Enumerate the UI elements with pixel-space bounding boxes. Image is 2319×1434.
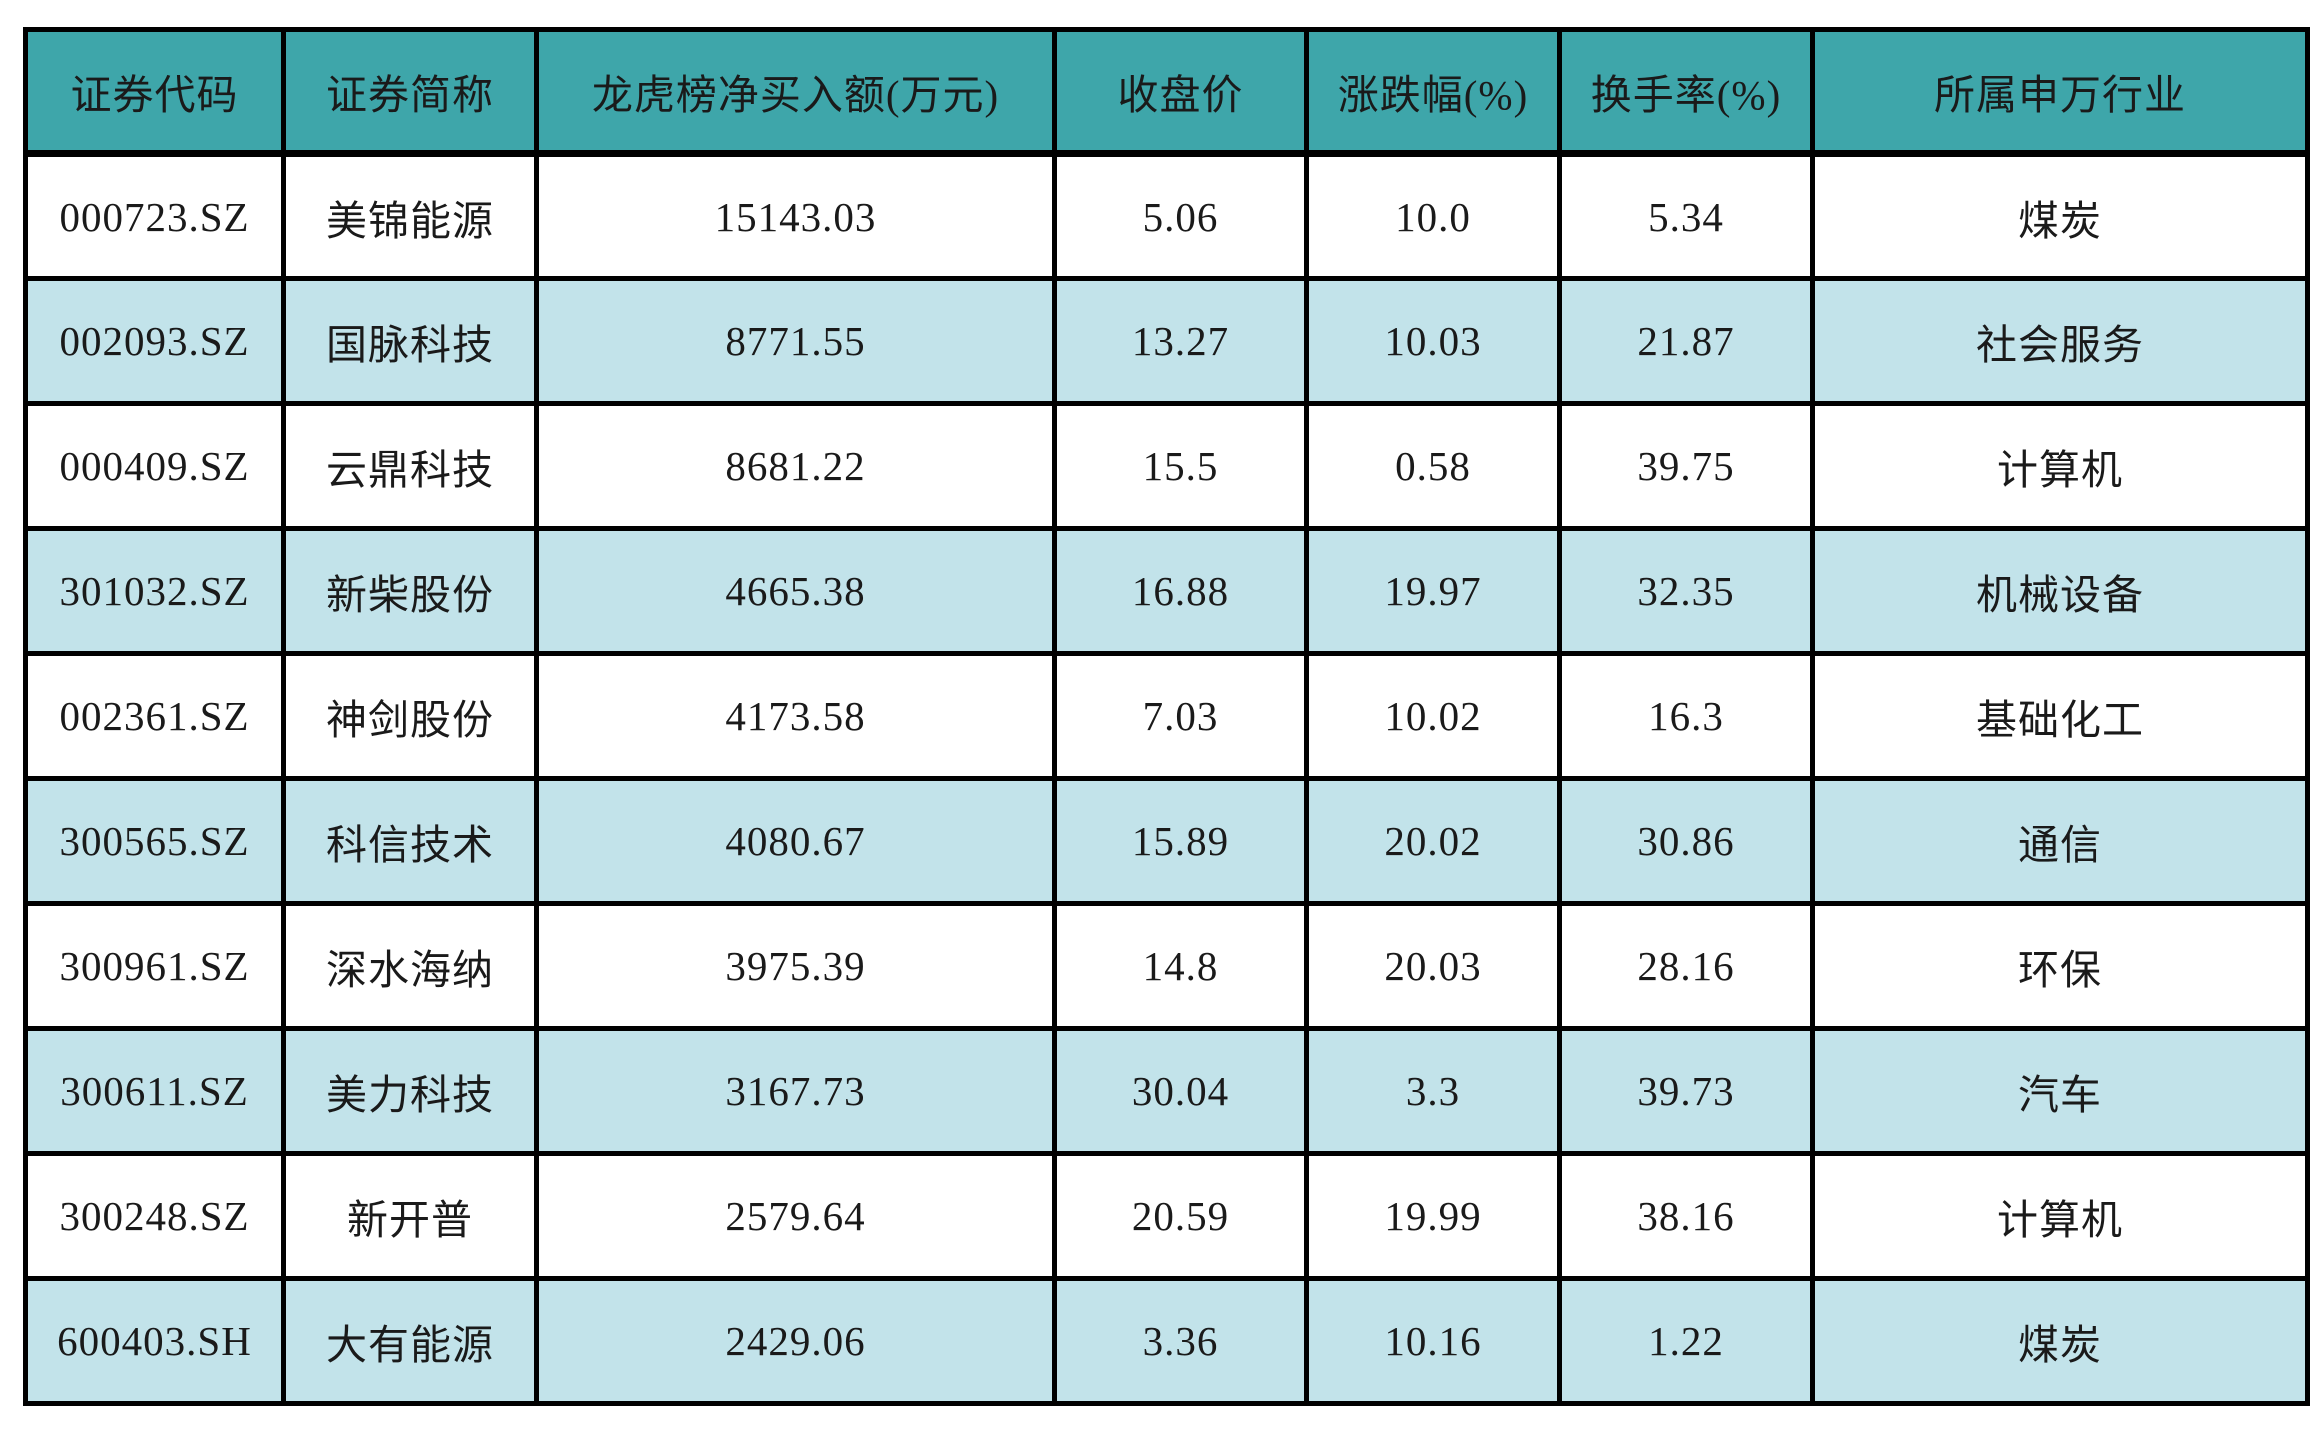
table-cell: 5.34 (1557, 151, 1815, 281)
table-cell: 煤炭 (1810, 1276, 2310, 1406)
table-cell: 10.02 (1304, 651, 1562, 781)
table-cell: 16.3 (1557, 651, 1815, 781)
table-cell: 30.04 (1052, 1026, 1309, 1156)
table-cell: 3975.39 (534, 901, 1057, 1031)
table-cell: 4173.58 (534, 651, 1057, 781)
table-cell: 10.0 (1304, 151, 1562, 281)
table-cell: 汽车 (1810, 1026, 2310, 1156)
table-cell: 000723.SZ (23, 151, 286, 281)
table-cell: 3167.73 (534, 1026, 1057, 1156)
table-cell: 39.75 (1557, 401, 1815, 531)
table-row: 300611.SZ 美力科技 3167.73 30.04 3.3 39.73 汽车 (23, 1026, 2310, 1156)
table-row: 000723.SZ 美锦能源 15143.03 5.06 10.0 5.34 煤炭 (23, 151, 2310, 281)
table-cell: 4080.67 (534, 776, 1057, 906)
table-cell: 新柴股份 (281, 526, 539, 656)
column-header: 证券代码 (23, 27, 286, 157)
table-cell: 5.06 (1052, 151, 1309, 281)
table-cell: 20.02 (1304, 776, 1562, 906)
table-cell: 300248.SZ (23, 1151, 286, 1281)
table-cell: 云鼎科技 (281, 401, 539, 531)
table-cell: 38.16 (1557, 1151, 1815, 1281)
table-cell: 20.59 (1052, 1151, 1309, 1281)
table-cell: 15.5 (1052, 401, 1309, 531)
table-cell: 15.89 (1052, 776, 1309, 906)
dragon-tiger-list-table: 证券代码 证券简称 龙虎榜净买入额(万元) 收盘价 涨跌幅(%) 换手率(%) 所属申万行业… (23, 27, 2310, 1406)
table-cell: 新开普 (281, 1151, 539, 1281)
table-cell: 机械设备 (1810, 526, 2310, 656)
table-row: 000409.SZ 云鼎科技 8681.22 15.5 0.58 39.75 计算机 (23, 401, 2310, 531)
column-header: 收盘价 (1052, 27, 1309, 157)
table-cell: 神剑股份 (281, 651, 539, 781)
table-cell: 002361.SZ (23, 651, 286, 781)
table-cell: 14.8 (1052, 901, 1309, 1031)
table-cell: 3.3 (1304, 1026, 1562, 1156)
table-cell: 基础化工 (1810, 651, 2310, 781)
table-cell: 19.97 (1304, 526, 1562, 656)
table-cell: 21.87 (1557, 276, 1815, 406)
table-cell: 0.58 (1304, 401, 1562, 531)
table-cell: 16.88 (1052, 526, 1309, 656)
table-cell: 计算机 (1810, 1151, 2310, 1281)
table-cell: 8681.22 (534, 401, 1057, 531)
table-cell: 美锦能源 (281, 151, 539, 281)
table-cell: 国脉科技 (281, 276, 539, 406)
table-cell: 002093.SZ (23, 276, 286, 406)
table-cell: 7.03 (1052, 651, 1309, 781)
table-cell: 环保 (1810, 901, 2310, 1031)
table-cell: 15143.03 (534, 151, 1057, 281)
table-cell: 10.03 (1304, 276, 1562, 406)
table-cell: 通信 (1810, 776, 2310, 906)
table-cell: 深水海纳 (281, 901, 539, 1031)
table-cell: 10.16 (1304, 1276, 1562, 1406)
table-cell: 300961.SZ (23, 901, 286, 1031)
table-cell: 32.35 (1557, 526, 1815, 656)
table-cell: 3.36 (1052, 1276, 1309, 1406)
table-cell: 煤炭 (1810, 151, 2310, 281)
table-cell: 2579.64 (534, 1151, 1057, 1281)
column-header: 所属申万行业 (1810, 27, 2310, 157)
table-row: 600403.SH 大有能源 2429.06 3.36 10.16 1.22 煤炭 (23, 1276, 2310, 1406)
table-cell: 8771.55 (534, 276, 1057, 406)
column-header: 龙虎榜净买入额(万元) (534, 27, 1057, 157)
table-cell: 28.16 (1557, 901, 1815, 1031)
table-cell: 20.03 (1304, 901, 1562, 1031)
table-cell: 社会服务 (1810, 276, 2310, 406)
table-row: 300565.SZ 科信技术 4080.67 15.89 20.02 30.86 通信 (23, 776, 2310, 906)
table-cell: 30.86 (1557, 776, 1815, 906)
table-cell: 600403.SH (23, 1276, 286, 1406)
table-row: 002093.SZ 国脉科技 8771.55 13.27 10.03 21.87 社会服务 (23, 276, 2310, 406)
table-cell: 计算机 (1810, 401, 2310, 531)
table-row: 002361.SZ 神剑股份 4173.58 7.03 10.02 16.3 基础化工 (23, 651, 2310, 781)
table-cell: 39.73 (1557, 1026, 1815, 1156)
table-cell: 科信技术 (281, 776, 539, 906)
table-cell: 1.22 (1557, 1276, 1815, 1406)
table-cell: 13.27 (1052, 276, 1309, 406)
column-header: 涨跌幅(%) (1304, 27, 1562, 157)
table-cell: 000409.SZ (23, 401, 286, 531)
table-row: 300961.SZ 深水海纳 3975.39 14.8 20.03 28.16 环保 (23, 901, 2310, 1031)
column-header: 证券简称 (281, 27, 539, 157)
table-cell: 美力科技 (281, 1026, 539, 1156)
table-cell: 2429.06 (534, 1276, 1057, 1406)
table-cell: 大有能源 (281, 1276, 539, 1406)
table-cell: 301032.SZ (23, 526, 286, 656)
table-cell: 4665.38 (534, 526, 1057, 656)
header-row: 证券代码 证券简称 龙虎榜净买入额(万元) 收盘价 涨跌幅(%) 换手率(%) 所属申万行业 (23, 27, 2310, 157)
table-row: 300248.SZ 新开普 2579.64 20.59 19.99 38.16 计算机 (23, 1151, 2310, 1281)
table-body: 000723.SZ 美锦能源 15143.03 5.06 10.0 5.34 煤炭 00209… (23, 151, 2310, 1406)
column-header: 换手率(%) (1557, 27, 1815, 157)
table-cell: 300565.SZ (23, 776, 286, 906)
table-row: 301032.SZ 新柴股份 4665.38 16.88 19.97 32.35 机械设备 (23, 526, 2310, 656)
table-cell: 19.99 (1304, 1151, 1562, 1281)
table-cell: 300611.SZ (23, 1026, 286, 1156)
